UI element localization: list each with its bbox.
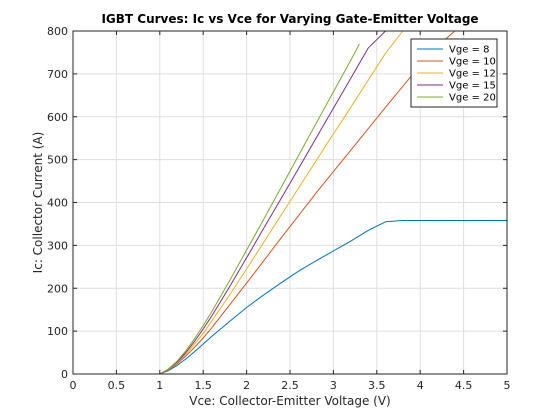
x-axis-title: Vce: Collector-Emitter Voltage (V) <box>189 394 391 408</box>
legend-label-5: Vge = 20 <box>449 93 496 104</box>
x-tick-label: 0.5 <box>108 379 126 392</box>
x-tick-label: 1 <box>156 379 163 392</box>
chart-title: IGBT Curves: Ic vs Vce for Varying Gate-… <box>101 12 478 26</box>
x-tick-label: 4 <box>417 379 424 392</box>
y-tick-label: 400 <box>47 197 68 210</box>
y-tick-label: 0 <box>61 368 68 381</box>
series-lines <box>73 31 507 374</box>
y-tick-label: 600 <box>47 111 68 124</box>
y-tick-label: 300 <box>47 239 68 252</box>
y-tick-label: 200 <box>47 282 68 295</box>
y-axis-title: Ic: Collector Current (A) <box>31 132 45 274</box>
x-tick-label: 4.5 <box>455 379 473 392</box>
tick-labels: 0 0.5 1 1.5 2 2.5 3 3.5 4 4.5 5 0 100 200 300 400 500 600… <box>47 25 511 392</box>
y-tick-label: 500 <box>47 154 68 167</box>
x-tick-label: 1.5 <box>194 379 212 392</box>
legend-label-1: Vge = 8 <box>449 45 489 56</box>
x-tick-label: 5 <box>504 379 511 392</box>
series-line-5 <box>73 43 360 374</box>
x-tick-label: 2 <box>243 379 250 392</box>
legend-label-4: Vge = 15 <box>449 81 496 92</box>
legend-label-3: Vge = 12 <box>449 69 496 80</box>
y-tick-label: 800 <box>47 25 68 38</box>
y-tick-label: 100 <box>47 325 68 338</box>
series-line-1 <box>73 220 507 374</box>
y-tick-label: 700 <box>47 68 68 81</box>
series-line-3 <box>73 31 421 374</box>
x-tick-label: 2.5 <box>281 379 299 392</box>
x-tick-label: 3.5 <box>368 379 386 392</box>
x-tick-label: 0 <box>70 379 77 392</box>
series-line-2 <box>73 31 473 374</box>
series-line-4 <box>73 31 386 374</box>
legend-label-2: Vge = 10 <box>449 57 496 68</box>
x-tick-label: 3 <box>330 379 337 392</box>
